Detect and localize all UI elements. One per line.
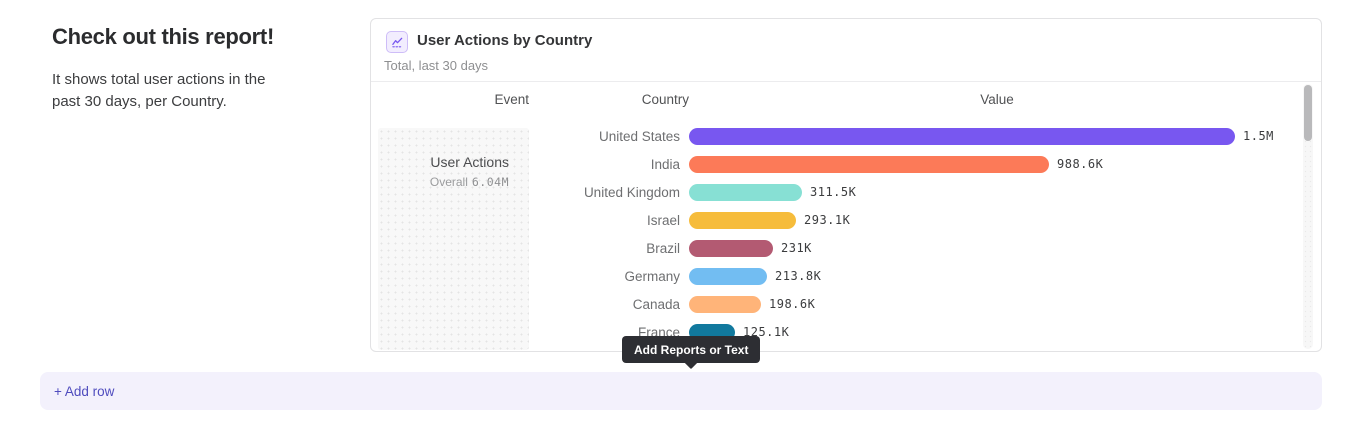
chart-row: Brazil 231K xyxy=(529,234,1301,262)
column-header-event: Event xyxy=(494,92,529,107)
chart-row: United States 1.5M xyxy=(529,122,1301,150)
bar-united-states[interactable] xyxy=(689,127,1235,145)
value-label: 213.8K xyxy=(775,269,822,283)
bar-united-kingdom[interactable] xyxy=(689,183,802,201)
intro-block: Check out this report! It shows total us… xyxy=(52,24,312,113)
add-row-label: + Add row xyxy=(54,383,115,399)
add-row-button[interactable]: + Add row xyxy=(40,372,1322,410)
country-label: Israel xyxy=(646,212,680,228)
country-label: United Kingdom xyxy=(583,184,680,200)
chart-row: Canada 198.6K xyxy=(529,290,1301,318)
event-overall-label: Overall xyxy=(429,175,468,189)
tooltip-arrow-down xyxy=(684,354,699,370)
event-name: User Actions xyxy=(430,154,509,170)
bar-germany[interactable] xyxy=(689,267,767,285)
event-cell[interactable]: User Actions Overall 6.04M xyxy=(378,128,529,350)
report-card[interactable]: User Actions by Country Total, last 30 d… xyxy=(370,18,1322,352)
bar-canada[interactable] xyxy=(689,295,761,313)
intro-description: It shows total user actions in the past … xyxy=(52,71,266,110)
event-overall-value: 6.04M xyxy=(471,175,509,189)
card-subtitle: Total, last 30 days xyxy=(384,58,489,73)
card-title: User Actions by Country xyxy=(417,32,593,49)
value-label: 125.1K xyxy=(743,325,790,339)
page-title: Check out this report! xyxy=(52,24,274,49)
bar-india[interactable] xyxy=(689,155,1049,173)
value-label: 311.5K xyxy=(810,185,857,199)
value-label: 293.1K xyxy=(804,213,851,227)
chart-row: Germany 213.8K xyxy=(529,262,1301,290)
value-label: 988.6K xyxy=(1057,157,1104,171)
tooltip-label: Add Reports or Text xyxy=(634,342,749,357)
chart-row: Israel 293.1K xyxy=(529,206,1301,234)
add-reports-tooltip: Add Reports or Text xyxy=(622,336,761,370)
country-label: Canada xyxy=(632,296,680,312)
card-divider xyxy=(371,81,1321,82)
bar-israel[interactable] xyxy=(689,211,796,229)
value-label: 198.6K xyxy=(769,297,816,311)
chart-row: United Kingdom 311.5K xyxy=(529,178,1301,206)
column-header-value: Value xyxy=(980,92,1014,107)
line-chart-icon xyxy=(386,31,408,53)
country-label: Brazil xyxy=(646,240,680,256)
event-overall: Overall 6.04M xyxy=(378,175,509,189)
value-label: 1.5M xyxy=(1243,129,1274,143)
chart-row: India 988.6K xyxy=(529,150,1301,178)
country-label: France xyxy=(637,324,680,340)
scrollbar-thumb[interactable] xyxy=(1304,85,1312,141)
value-label: 231K xyxy=(781,241,812,255)
scrollbar-track[interactable] xyxy=(1303,84,1313,349)
column-header-country: Country xyxy=(641,92,689,107)
bar-brazil[interactable] xyxy=(689,239,773,257)
country-label: Germany xyxy=(624,268,680,284)
country-label: India xyxy=(650,156,680,172)
chart-rows: United States 1.5M India 988.6K United Kingd… xyxy=(529,122,1301,346)
country-label: United States xyxy=(598,128,680,144)
